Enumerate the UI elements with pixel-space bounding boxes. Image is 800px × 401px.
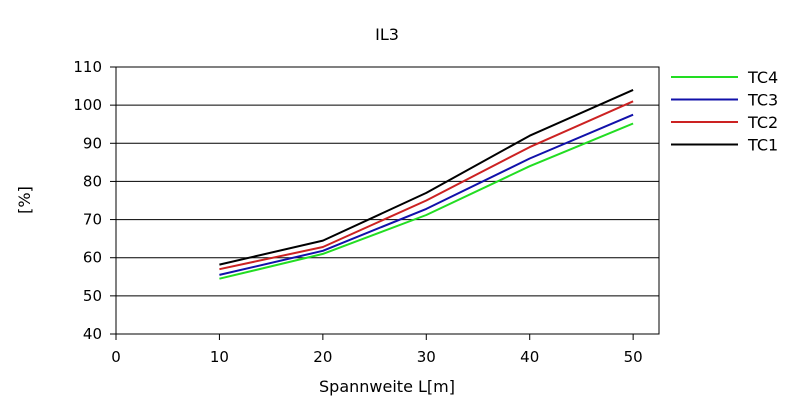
legend-label-tc3: TC3 xyxy=(747,91,778,110)
series-line-tc3 xyxy=(219,113,634,276)
legend: TC4 TC3 TC2 TC1 xyxy=(671,68,778,155)
chart-title: IL3 xyxy=(375,25,399,44)
legend-label-tc1: TC1 xyxy=(747,136,778,155)
grid-lines xyxy=(116,104,659,297)
series-line-tc4 xyxy=(219,122,634,280)
x-tick-label-20: 20 xyxy=(313,348,332,366)
y-tick-label-90: 90 xyxy=(83,134,102,152)
y-tick-label-80: 80 xyxy=(83,172,102,190)
y-tick-label-110: 110 xyxy=(73,58,102,76)
series-line-tc1 xyxy=(219,88,634,266)
x-tick-label-0: 0 xyxy=(111,348,121,366)
y-tick-label-40: 40 xyxy=(83,325,102,343)
y-tick-label-100: 100 xyxy=(73,96,102,114)
legend-label-tc2: TC2 xyxy=(747,113,778,132)
y-tick-label-70: 70 xyxy=(83,211,102,229)
axis-ticks: 40 50 60 70 80 90 100 110 0 10 20 30 40 50 xyxy=(73,58,642,366)
x-tick-label-10: 10 xyxy=(210,348,229,366)
legend-item-tc1: TC1 xyxy=(671,136,778,155)
legend-label-tc4: TC4 xyxy=(747,68,778,87)
series-lines xyxy=(219,88,634,280)
x-tick-label-40: 40 xyxy=(520,348,539,366)
y-axis-title: [%] xyxy=(15,186,34,214)
legend-item-tc2: TC2 xyxy=(671,113,778,132)
legend-item-tc4: TC4 xyxy=(671,68,778,87)
legend-item-tc3: TC3 xyxy=(671,91,778,110)
x-axis-title: Spannweite L[m] xyxy=(319,377,455,396)
x-tick-label-30: 30 xyxy=(417,348,436,366)
y-tick-label-60: 60 xyxy=(83,249,102,267)
y-tick-label-50: 50 xyxy=(83,287,102,305)
x-tick-label-50: 50 xyxy=(624,348,643,366)
series-line-tc2 xyxy=(219,100,634,271)
plot-frame xyxy=(115,66,660,335)
